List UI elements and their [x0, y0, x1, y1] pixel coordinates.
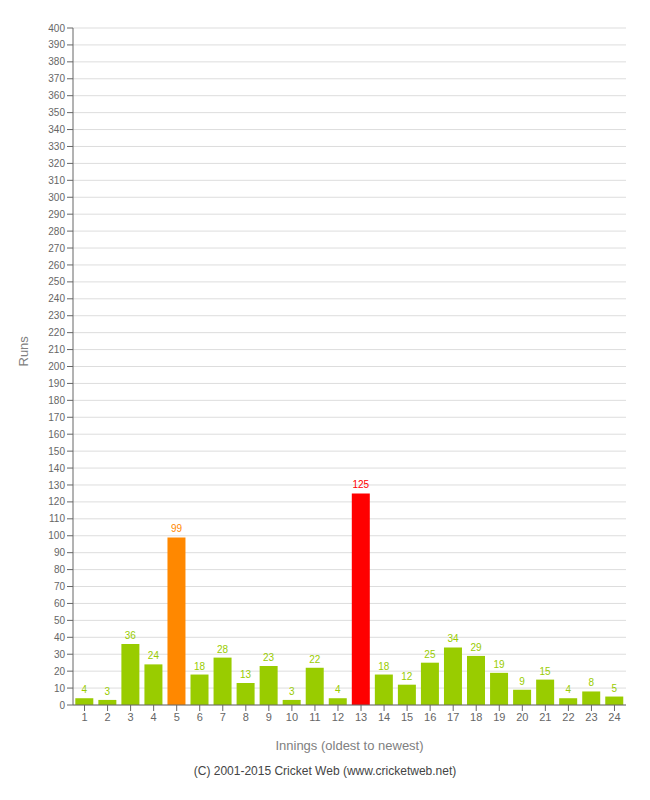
svg-text:280: 280: [48, 226, 65, 237]
svg-text:13: 13: [355, 711, 367, 723]
svg-text:12: 12: [401, 671, 413, 682]
svg-text:10: 10: [286, 711, 298, 723]
svg-text:21: 21: [539, 711, 551, 723]
svg-text:20: 20: [54, 666, 66, 677]
svg-text:3: 3: [289, 686, 295, 697]
svg-text:140: 140: [48, 463, 65, 474]
svg-text:400: 400: [48, 23, 65, 34]
svg-text:230: 230: [48, 310, 65, 321]
svg-text:120: 120: [48, 496, 65, 507]
svg-text:160: 160: [48, 429, 65, 440]
svg-text:22: 22: [309, 654, 321, 665]
svg-text:34: 34: [447, 633, 459, 644]
svg-text:340: 340: [48, 124, 65, 135]
svg-text:2: 2: [105, 711, 111, 723]
svg-text:0: 0: [59, 700, 65, 711]
svg-text:18: 18: [470, 711, 482, 723]
svg-text:260: 260: [48, 260, 65, 271]
svg-text:3: 3: [128, 711, 134, 723]
svg-text:50: 50: [54, 615, 66, 626]
svg-text:3: 3: [105, 686, 111, 697]
svg-text:330: 330: [48, 141, 65, 152]
svg-text:130: 130: [48, 480, 65, 491]
svg-text:240: 240: [48, 293, 65, 304]
svg-text:29: 29: [470, 642, 482, 653]
svg-text:360: 360: [48, 90, 65, 101]
svg-text:180: 180: [48, 395, 65, 406]
svg-text:190: 190: [48, 378, 65, 389]
svg-text:125: 125: [352, 479, 369, 490]
svg-text:30: 30: [54, 649, 66, 660]
svg-text:18: 18: [378, 661, 390, 672]
svg-text:9: 9: [519, 676, 525, 687]
svg-text:170: 170: [48, 412, 65, 423]
svg-text:20: 20: [516, 711, 528, 723]
svg-text:270: 270: [48, 243, 65, 254]
svg-text:15: 15: [540, 666, 552, 677]
svg-text:4: 4: [565, 684, 571, 695]
svg-text:220: 220: [48, 327, 65, 338]
svg-text:60: 60: [54, 598, 66, 609]
svg-text:6: 6: [197, 711, 203, 723]
svg-text:5: 5: [611, 683, 617, 694]
svg-text:23: 23: [263, 652, 275, 663]
svg-text:290: 290: [48, 209, 65, 220]
svg-text:370: 370: [48, 73, 65, 84]
svg-text:390: 390: [48, 39, 65, 50]
svg-text:22: 22: [562, 711, 574, 723]
svg-text:19: 19: [493, 659, 505, 670]
svg-text:25: 25: [424, 649, 436, 660]
svg-text:12: 12: [332, 711, 344, 723]
svg-text:14: 14: [378, 711, 390, 723]
svg-text:80: 80: [54, 564, 66, 575]
svg-text:380: 380: [48, 56, 65, 67]
svg-text:19: 19: [493, 711, 505, 723]
svg-text:13: 13: [240, 669, 252, 680]
svg-text:350: 350: [48, 107, 65, 118]
svg-text:28: 28: [217, 644, 229, 655]
svg-text:11: 11: [309, 711, 320, 723]
svg-text:Innings (oldest to newest): Innings (oldest to newest): [275, 738, 423, 753]
svg-text:8: 8: [243, 711, 249, 723]
svg-text:Runs: Runs: [16, 336, 31, 367]
svg-text:70: 70: [54, 581, 66, 592]
svg-text:110: 110: [49, 513, 65, 524]
svg-text:5: 5: [174, 711, 180, 723]
svg-text:300: 300: [48, 192, 65, 203]
svg-text:9: 9: [266, 711, 272, 723]
svg-text:7: 7: [220, 711, 226, 723]
svg-text:200: 200: [48, 361, 65, 372]
svg-text:320: 320: [48, 158, 65, 169]
svg-text:8: 8: [588, 677, 594, 688]
svg-text:23: 23: [585, 711, 597, 723]
svg-text:4: 4: [151, 711, 157, 723]
svg-text:15: 15: [401, 711, 413, 723]
svg-text:210: 210: [48, 344, 65, 355]
svg-text:16: 16: [424, 711, 436, 723]
svg-text:4: 4: [82, 684, 88, 695]
svg-text:24: 24: [608, 711, 620, 723]
svg-text:150: 150: [48, 446, 65, 457]
svg-text:17: 17: [447, 711, 459, 723]
svg-text:99: 99: [171, 523, 183, 534]
svg-text:250: 250: [48, 276, 65, 287]
svg-text:10: 10: [54, 683, 66, 694]
svg-text:90: 90: [54, 547, 66, 558]
svg-text:24: 24: [148, 650, 160, 661]
svg-text:4: 4: [335, 684, 341, 695]
svg-text:40: 40: [54, 632, 66, 643]
svg-text:18: 18: [194, 661, 206, 672]
svg-text:310: 310: [48, 175, 65, 186]
svg-text:1: 1: [81, 711, 87, 723]
html-text:(C) 2001-2015 Cricket Web (www: (C) 2001-2015 Cricket Web (www.cricketwe…: [193, 764, 457, 778]
svg-text:100: 100: [48, 530, 65, 541]
svg-text:36: 36: [125, 630, 137, 641]
